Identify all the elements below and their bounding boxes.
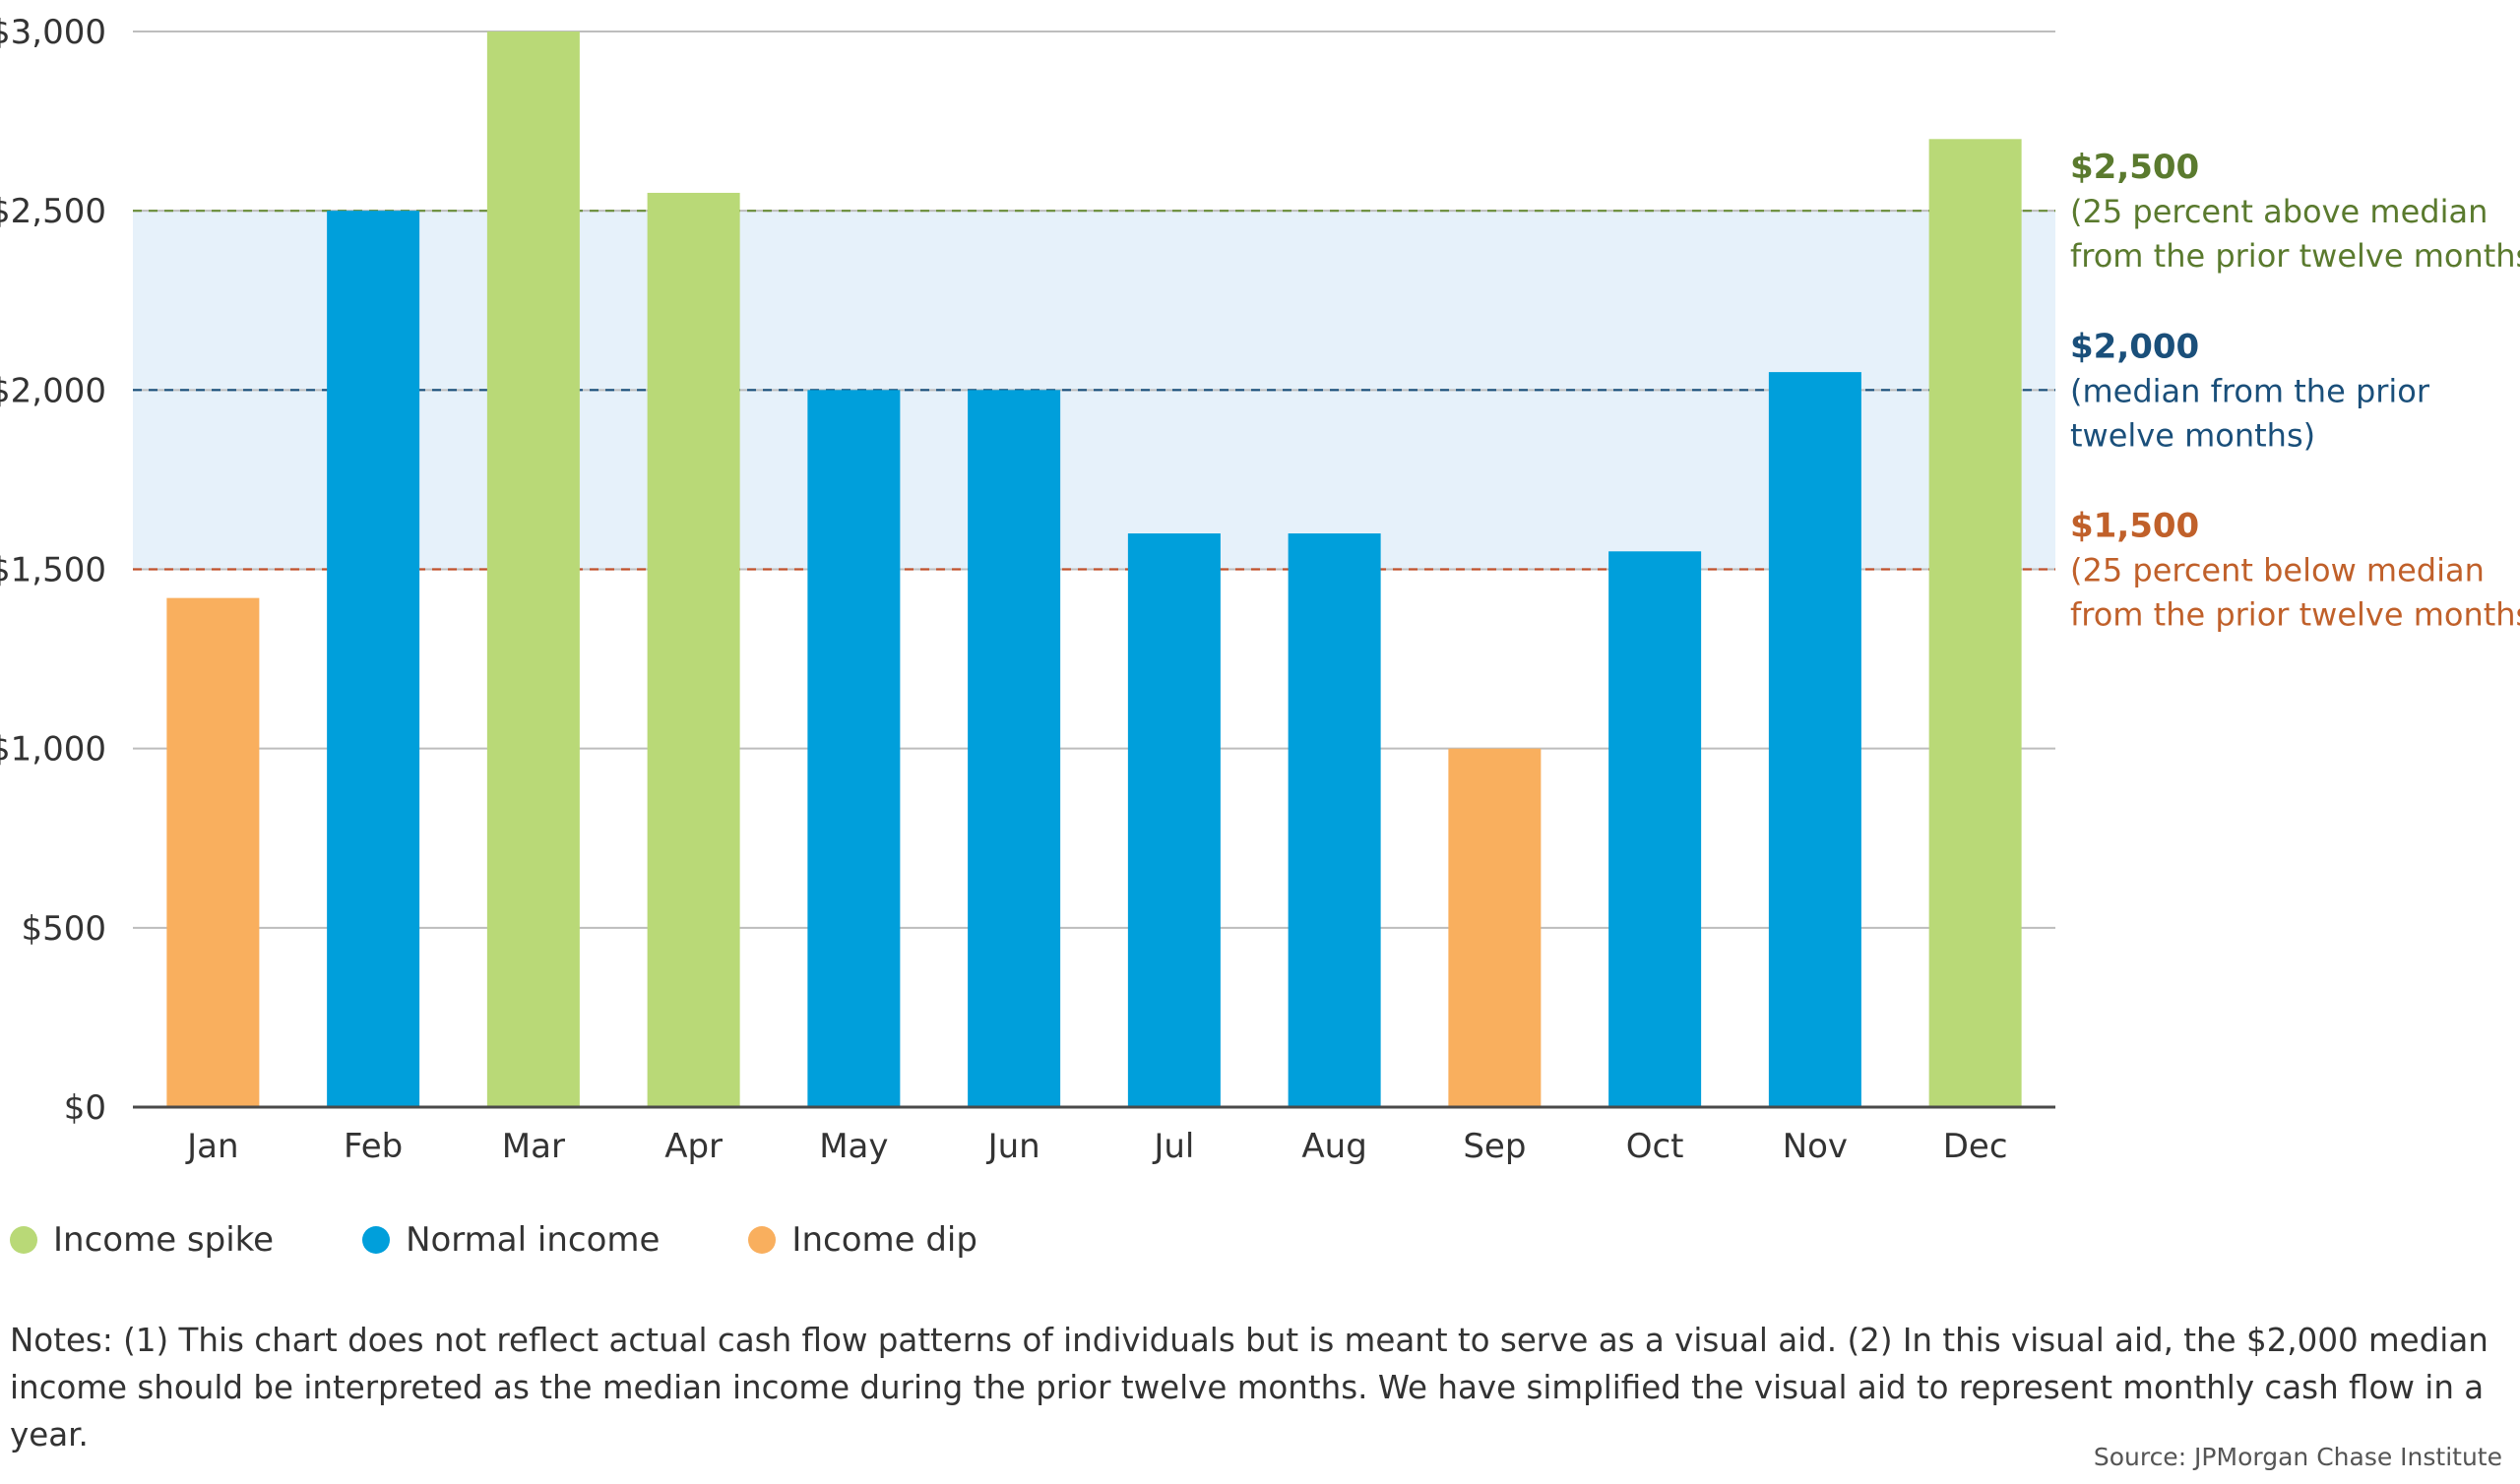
legend-item-normal: Normal income (362, 1220, 660, 1260)
chart-notes: Notes: (1) This chart does not reflect a… (10, 1322, 2488, 1453)
legend-swatch-spike (10, 1226, 37, 1254)
bar-nov (1768, 372, 1861, 1107)
y-tick-label: $2,000 (0, 371, 106, 410)
reference-label-note: (25 percent below median (2070, 552, 2485, 589)
legend: Income spike Normal income Income dip (10, 1220, 1066, 1260)
bar-oct (1608, 551, 1702, 1107)
bar-aug (1288, 533, 1381, 1107)
x-tick-label: Apr (664, 1127, 723, 1166)
bar-sep (1448, 748, 1542, 1107)
reference-label-note: (25 percent above median (2070, 193, 2488, 230)
x-tick-label: Jul (1152, 1127, 1194, 1166)
chart-source: Source: JPMorgan Chase Institute (2093, 1443, 2502, 1471)
y-tick-label: $2,500 (0, 192, 106, 231)
y-tick-label: $1,000 (0, 730, 106, 770)
x-tick-label: May (819, 1127, 888, 1166)
bar-dec (1928, 139, 2022, 1108)
reference-label-value: $2,000 (2070, 327, 2199, 366)
y-tick-label: $3,000 (0, 13, 106, 52)
y-tick-label: $500 (21, 909, 106, 949)
legend-label-normal: Normal income (406, 1220, 661, 1260)
legend-item-dip: Income dip (748, 1220, 977, 1260)
x-tick-label: Jun (986, 1127, 1040, 1166)
reference-label-note: from the prior twelve months) (2070, 237, 2520, 275)
y-tick-label: $0 (64, 1088, 106, 1128)
x-tick-label: Sep (1463, 1127, 1526, 1166)
bar-may (807, 390, 901, 1107)
reference-label-value: $1,500 (2070, 507, 2199, 546)
bar-jun (968, 390, 1061, 1107)
y-tick-label: $1,500 (0, 551, 106, 590)
legend-label-spike: Income spike (53, 1220, 275, 1260)
x-tick-label: Nov (1783, 1127, 1848, 1166)
x-tick-label: Oct (1626, 1127, 1684, 1166)
bar-mar (486, 31, 580, 1107)
bar-feb (327, 211, 420, 1107)
legend-swatch-dip (748, 1226, 777, 1254)
reference-label-value: $2,500 (2070, 148, 2199, 187)
legend-item-spike: Income spike (10, 1220, 274, 1260)
x-tick-label: Dec (1943, 1127, 2008, 1166)
x-tick-label: Feb (344, 1127, 403, 1166)
legend-swatch-normal (362, 1226, 391, 1254)
reference-label-note: twelve months) (2070, 416, 2315, 454)
reference-label-note: (median from the prior (2070, 372, 2430, 409)
bar-apr (647, 192, 740, 1107)
x-tick-label: Aug (1301, 1127, 1366, 1166)
bar-jul (1127, 533, 1221, 1107)
bar-jan (166, 597, 260, 1107)
legend-label-dip: Income dip (791, 1220, 977, 1260)
reference-label-note: from the prior twelve months) (2070, 596, 2520, 634)
x-tick-label: Mar (502, 1127, 565, 1166)
x-tick-label: Jan (185, 1127, 238, 1166)
